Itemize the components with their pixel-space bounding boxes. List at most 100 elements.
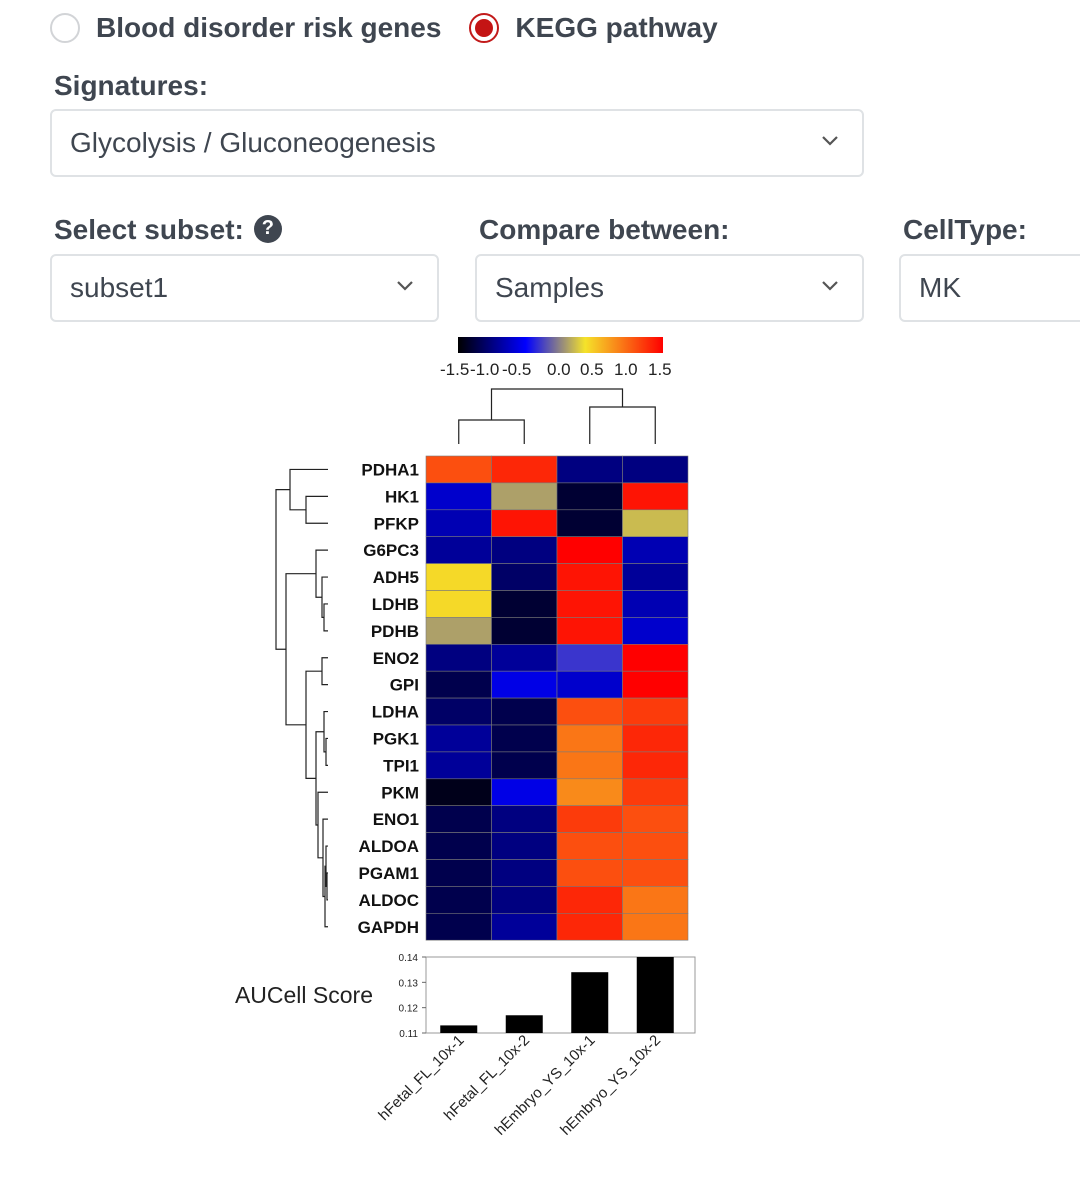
heatmap-cell xyxy=(425,617,492,645)
heatmap-cell xyxy=(622,617,689,645)
bar-y-axis-label: AUCell Score xyxy=(235,982,373,1008)
heatmap-cell xyxy=(622,751,689,780)
heatmap-cell xyxy=(491,778,558,806)
chevron-down-icon xyxy=(397,281,413,291)
heatmap-cell xyxy=(425,805,492,833)
bar xyxy=(571,972,609,1033)
chevron-down-icon xyxy=(822,281,838,291)
bar xyxy=(505,1015,543,1033)
heatmap-cell xyxy=(556,805,623,833)
bar-xtick-label: hFetal_FL_10x-2 xyxy=(441,1032,533,1124)
heatmap-cell xyxy=(622,563,689,591)
row-label: PDHA1 xyxy=(361,460,419,479)
row-label: LDHB xyxy=(372,595,419,614)
heatmap-cell xyxy=(425,455,492,484)
heatmap-cell xyxy=(491,697,558,726)
heatmap-cell xyxy=(425,697,492,726)
row-label: ADH5 xyxy=(373,568,419,587)
heatmap-cell xyxy=(425,832,492,860)
heatmap-cell xyxy=(622,509,689,537)
heatmap-cell xyxy=(622,805,689,833)
signatures-label: Signatures: xyxy=(54,70,209,101)
bar xyxy=(440,1025,478,1033)
heatmap-cell xyxy=(425,912,492,941)
heatmap-cell xyxy=(556,912,623,941)
subset-select[interactable]: subset1 xyxy=(50,254,439,322)
heatmap-cell xyxy=(556,670,623,699)
row-label: GAPDH xyxy=(358,918,419,937)
radio-blood-disorder[interactable]: Blood disorder risk genes xyxy=(50,12,441,44)
row-label: TPI1 xyxy=(383,756,419,775)
row-label: GPI xyxy=(390,676,419,695)
bar-xtick-label: hFetal_FL_10x-1 xyxy=(375,1032,467,1124)
radio-blood-disorder-label: Blood disorder risk genes xyxy=(96,12,442,43)
heatmap-cell xyxy=(556,832,623,860)
heatmap-cell xyxy=(491,536,558,564)
heatmap-cell xyxy=(622,697,689,726)
bar-ytick-label: 0.13 xyxy=(399,978,419,989)
bar-plot-frame xyxy=(425,956,696,1034)
heatmap-cell xyxy=(556,482,623,511)
compare-select-value: Samples xyxy=(495,272,604,303)
signatures-select[interactable]: Glycolysis / Gluconeogenesis xyxy=(50,109,864,177)
radio-unchecked-icon[interactable] xyxy=(50,13,80,43)
heatmap-cell xyxy=(622,832,689,860)
heatmap-cell xyxy=(622,590,689,618)
bar-ytick-label: 0.11 xyxy=(399,1029,418,1040)
compare-select[interactable]: Samples xyxy=(475,254,864,322)
heatmap-cell xyxy=(556,778,623,806)
question-circle-icon[interactable]: ? xyxy=(253,214,282,243)
compare-label: Compare between: xyxy=(479,214,730,245)
celltype-label: CellType: xyxy=(903,214,1027,245)
row-label: G6PC3 xyxy=(363,541,419,560)
heatmap-cell xyxy=(491,886,558,914)
heatmap-cell xyxy=(556,697,623,726)
colorbar-tick-label: 0.0 xyxy=(547,360,571,379)
signature-type-radio-group: Blood disorder risk genes KEGG pathway xyxy=(50,10,746,46)
radio-checked-icon[interactable] xyxy=(469,13,500,43)
row-label: PDHB xyxy=(371,622,419,641)
colorbar-tick-label: -1.0 xyxy=(470,360,499,379)
heatmap-cell xyxy=(556,886,623,914)
heatmap-cell xyxy=(622,778,689,806)
row-label: PGK1 xyxy=(373,729,419,748)
colorbar-tick-label: 0.5 xyxy=(580,360,604,379)
row-label: PKM xyxy=(381,783,419,802)
heatmap-cell xyxy=(556,724,623,753)
subset-select-value: subset1 xyxy=(70,272,169,303)
bar-ytick-label: 0.12 xyxy=(399,1004,419,1015)
row-label: PGAM1 xyxy=(359,864,419,883)
row-label: LDHA xyxy=(372,703,419,722)
row-label: ALDOA xyxy=(359,837,419,856)
chevron-down-icon xyxy=(822,136,838,146)
heatmap-cell xyxy=(556,455,623,484)
row-label: ENO2 xyxy=(373,649,419,668)
heatmap-cell xyxy=(622,482,689,511)
heatmap-cell xyxy=(556,509,623,537)
row-label: HK1 xyxy=(385,487,419,506)
heatmap-cell xyxy=(622,643,689,672)
heatmap-cell xyxy=(491,482,558,511)
heatmap-cell xyxy=(556,859,623,887)
heatmap-cell xyxy=(425,670,492,699)
row-label: PFKP xyxy=(374,514,419,533)
heatmap-cell xyxy=(491,832,558,860)
heatmap-cell xyxy=(425,482,492,511)
radio-kegg-pathway[interactable]: KEGG pathway xyxy=(469,12,718,44)
heatmap-cell xyxy=(622,886,689,914)
heatmap-cell xyxy=(491,859,558,887)
bar xyxy=(636,957,674,1033)
heatmap-cell xyxy=(425,751,492,780)
heatmap-cell xyxy=(622,859,689,887)
heatmap-cell xyxy=(556,617,623,645)
row-dendrogram xyxy=(275,468,328,928)
row-label: ENO1 xyxy=(373,810,419,829)
signatures-select-value: Glycolysis / Gluconeogenesis xyxy=(70,127,436,158)
heatmap-cell xyxy=(491,455,558,484)
heatmap-cell xyxy=(556,751,623,780)
heatmap-cell xyxy=(425,563,492,591)
celltype-select[interactable]: MK xyxy=(899,254,1080,322)
colorbar-tick-label: -0.5 xyxy=(502,360,531,379)
heatmap-cell xyxy=(425,859,492,887)
